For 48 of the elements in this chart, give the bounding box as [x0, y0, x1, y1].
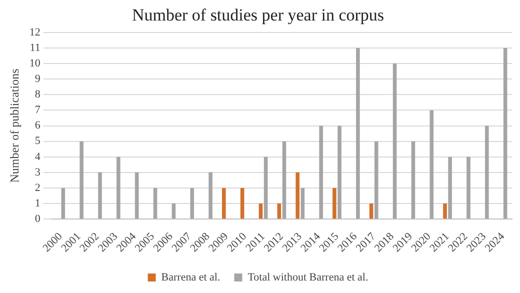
y-axis-title: Number of publications — [7, 68, 22, 183]
bar — [503, 48, 508, 219]
bar — [98, 172, 102, 219]
y-tick-label: 10 — [29, 57, 41, 70]
bar — [61, 188, 66, 219]
y-tick-label: 7 — [34, 104, 41, 116]
bar — [332, 188, 336, 219]
bar — [116, 156, 120, 219]
bar — [277, 204, 282, 219]
bar — [134, 172, 139, 219]
y-tick-label: 2 — [34, 182, 40, 194]
bar — [208, 172, 212, 219]
legend-label: Total without Barrena et al. — [248, 271, 368, 284]
y-tick-label: 6 — [34, 120, 41, 132]
bar — [190, 188, 194, 219]
bar — [172, 204, 176, 219]
bar — [369, 204, 374, 219]
bar — [319, 126, 323, 219]
bar — [282, 141, 286, 219]
bar — [80, 141, 84, 219]
y-tick-label: 0 — [34, 213, 41, 225]
y-tick-label: 3 — [34, 166, 41, 178]
bar — [300, 188, 305, 219]
bar — [443, 204, 447, 219]
y-tick-label: 5 — [34, 135, 41, 148]
bar — [430, 110, 434, 219]
y-tick-label: 4 — [34, 150, 41, 163]
bar — [222, 188, 226, 219]
bar — [356, 48, 360, 219]
bar — [240, 188, 244, 219]
bar — [392, 64, 397, 219]
y-tick-label: 9 — [34, 72, 41, 85]
bar — [258, 204, 263, 219]
bar — [296, 172, 300, 219]
bar — [153, 188, 158, 219]
y-tick-label: 1 — [34, 197, 40, 210]
legend-label: Barrena et al. — [161, 271, 220, 284]
bar — [411, 141, 416, 219]
bar — [338, 126, 342, 219]
y-tick-label: 8 — [34, 88, 41, 101]
bar — [466, 156, 470, 219]
bar — [485, 126, 489, 219]
y-tick-label: 12 — [29, 26, 40, 38]
bar — [374, 141, 378, 219]
chart-title: Number of studies per year in corpus — [132, 6, 384, 25]
bar — [264, 156, 268, 219]
y-tick-label: 11 — [30, 42, 40, 54]
bar — [448, 156, 452, 219]
